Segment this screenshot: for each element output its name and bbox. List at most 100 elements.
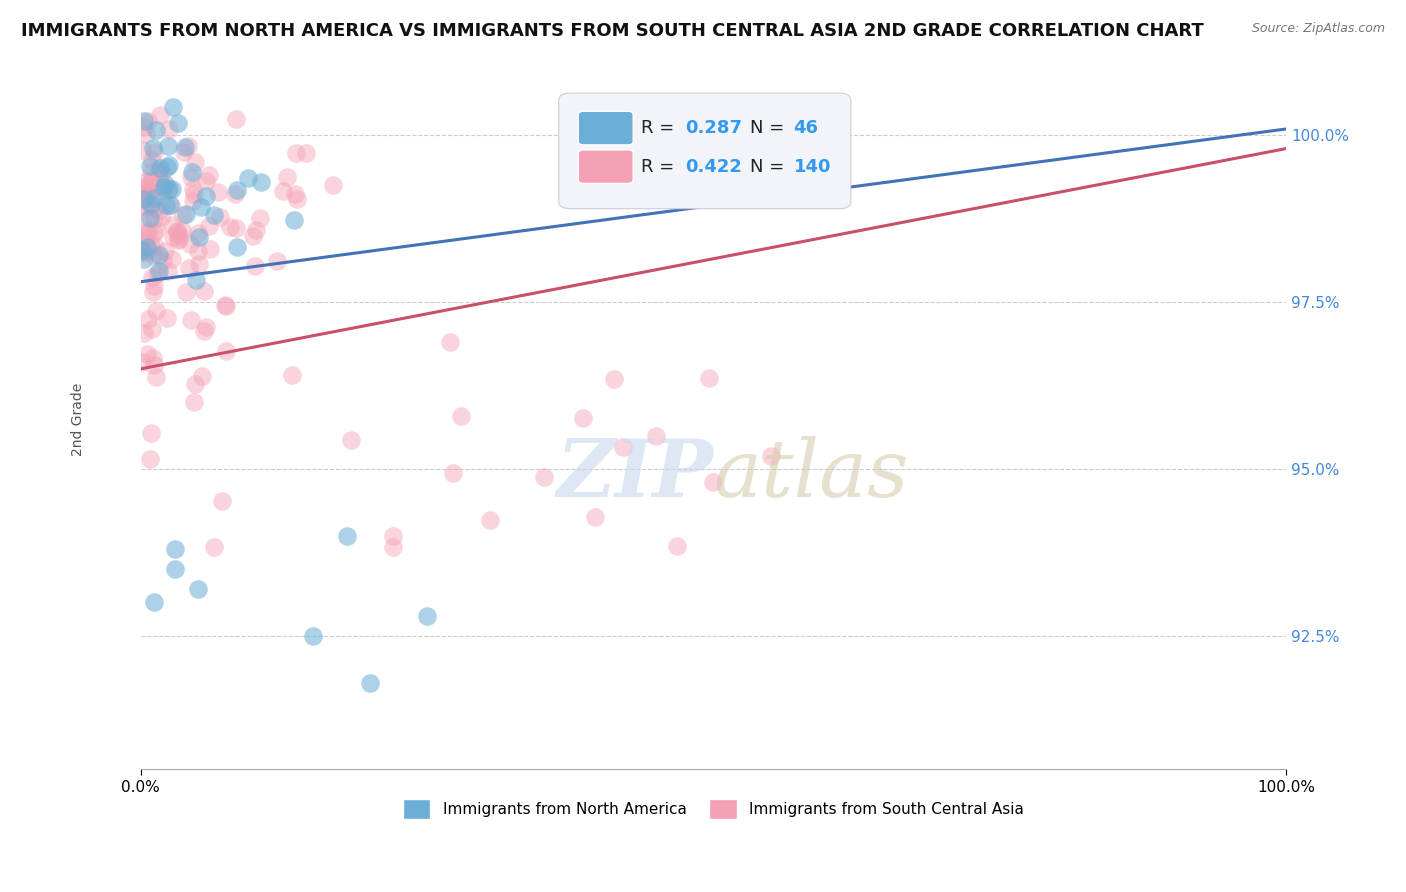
Point — [143, 239, 166, 253]
Point — [441, 466, 464, 480]
Point — [132, 182, 155, 196]
Point — [583, 510, 606, 524]
Point — [294, 145, 316, 160]
Point — [172, 209, 194, 223]
Point — [156, 138, 179, 153]
Point — [159, 198, 181, 212]
Point — [163, 562, 186, 576]
Point — [177, 260, 200, 275]
Point — [135, 347, 157, 361]
Point — [131, 245, 153, 260]
Point — [131, 143, 153, 157]
Point — [202, 208, 225, 222]
Text: 140: 140 — [793, 158, 831, 176]
Point — [603, 372, 626, 386]
Point — [184, 155, 207, 169]
Point — [190, 200, 212, 214]
Point — [162, 229, 184, 244]
Point — [176, 207, 198, 221]
Point — [145, 369, 167, 384]
Point — [145, 123, 167, 137]
Point — [187, 244, 209, 258]
Point — [226, 184, 249, 198]
Point — [184, 377, 207, 392]
FancyBboxPatch shape — [578, 112, 633, 145]
Point — [134, 200, 156, 214]
Point — [157, 122, 180, 136]
Point — [139, 165, 162, 179]
Point — [285, 146, 308, 161]
Point — [236, 170, 259, 185]
Point — [169, 232, 191, 246]
Point — [145, 304, 167, 318]
Point — [176, 285, 198, 299]
Point — [142, 192, 165, 206]
Point — [665, 540, 688, 554]
Point — [174, 139, 197, 153]
Point — [284, 187, 307, 202]
Point — [359, 675, 381, 690]
Point — [141, 270, 163, 285]
Text: atlas: atlas — [713, 436, 908, 514]
Point — [142, 182, 165, 196]
Point — [162, 252, 184, 266]
Point — [136, 187, 159, 202]
Point — [702, 475, 724, 490]
Point — [132, 252, 155, 266]
Point — [572, 411, 595, 425]
FancyBboxPatch shape — [558, 93, 851, 209]
Legend: Immigrants from North America, Immigrants from South Central Asia: Immigrants from North America, Immigrant… — [396, 793, 1031, 825]
Point — [225, 221, 247, 235]
Text: IMMIGRANTS FROM NORTH AMERICA VS IMMIGRANTS FROM SOUTH CENTRAL ASIA 2ND GRADE CO: IMMIGRANTS FROM NORTH AMERICA VS IMMIGRA… — [21, 22, 1204, 40]
Point — [533, 469, 555, 483]
Point — [149, 161, 172, 176]
Point — [187, 582, 209, 596]
Point — [135, 233, 157, 247]
Point — [167, 233, 190, 247]
Point — [132, 175, 155, 189]
Point — [167, 228, 190, 243]
Text: 0.422: 0.422 — [685, 158, 741, 176]
Point — [153, 177, 176, 191]
Point — [153, 180, 176, 194]
Point — [149, 108, 172, 122]
Point — [150, 183, 173, 197]
Point — [250, 176, 273, 190]
Point — [138, 311, 160, 326]
Point — [135, 244, 157, 259]
Point — [612, 440, 634, 454]
Point — [150, 166, 173, 180]
Point — [145, 223, 167, 237]
Text: N =: N = — [749, 158, 790, 176]
Point — [273, 184, 295, 198]
Point — [336, 529, 359, 543]
Point — [139, 452, 162, 467]
Point — [156, 160, 179, 174]
Point — [172, 223, 194, 237]
Point — [322, 178, 344, 193]
Point — [215, 344, 238, 359]
Point — [759, 449, 782, 463]
Point — [152, 254, 174, 268]
Point — [135, 240, 157, 254]
Point — [165, 542, 187, 557]
Point — [181, 182, 204, 196]
Point — [166, 225, 188, 239]
Text: N =: N = — [749, 120, 790, 137]
Point — [195, 174, 218, 188]
Point — [139, 239, 162, 253]
Point — [141, 425, 163, 440]
Point — [181, 165, 204, 179]
Point — [142, 279, 165, 293]
Point — [266, 254, 288, 268]
Point — [211, 493, 233, 508]
Point — [142, 145, 165, 160]
Point — [301, 629, 323, 643]
Point — [131, 180, 153, 194]
Point — [143, 191, 166, 205]
Point — [209, 211, 232, 225]
Point — [340, 433, 363, 447]
Point — [381, 540, 404, 554]
Point — [416, 608, 439, 623]
Point — [138, 199, 160, 213]
